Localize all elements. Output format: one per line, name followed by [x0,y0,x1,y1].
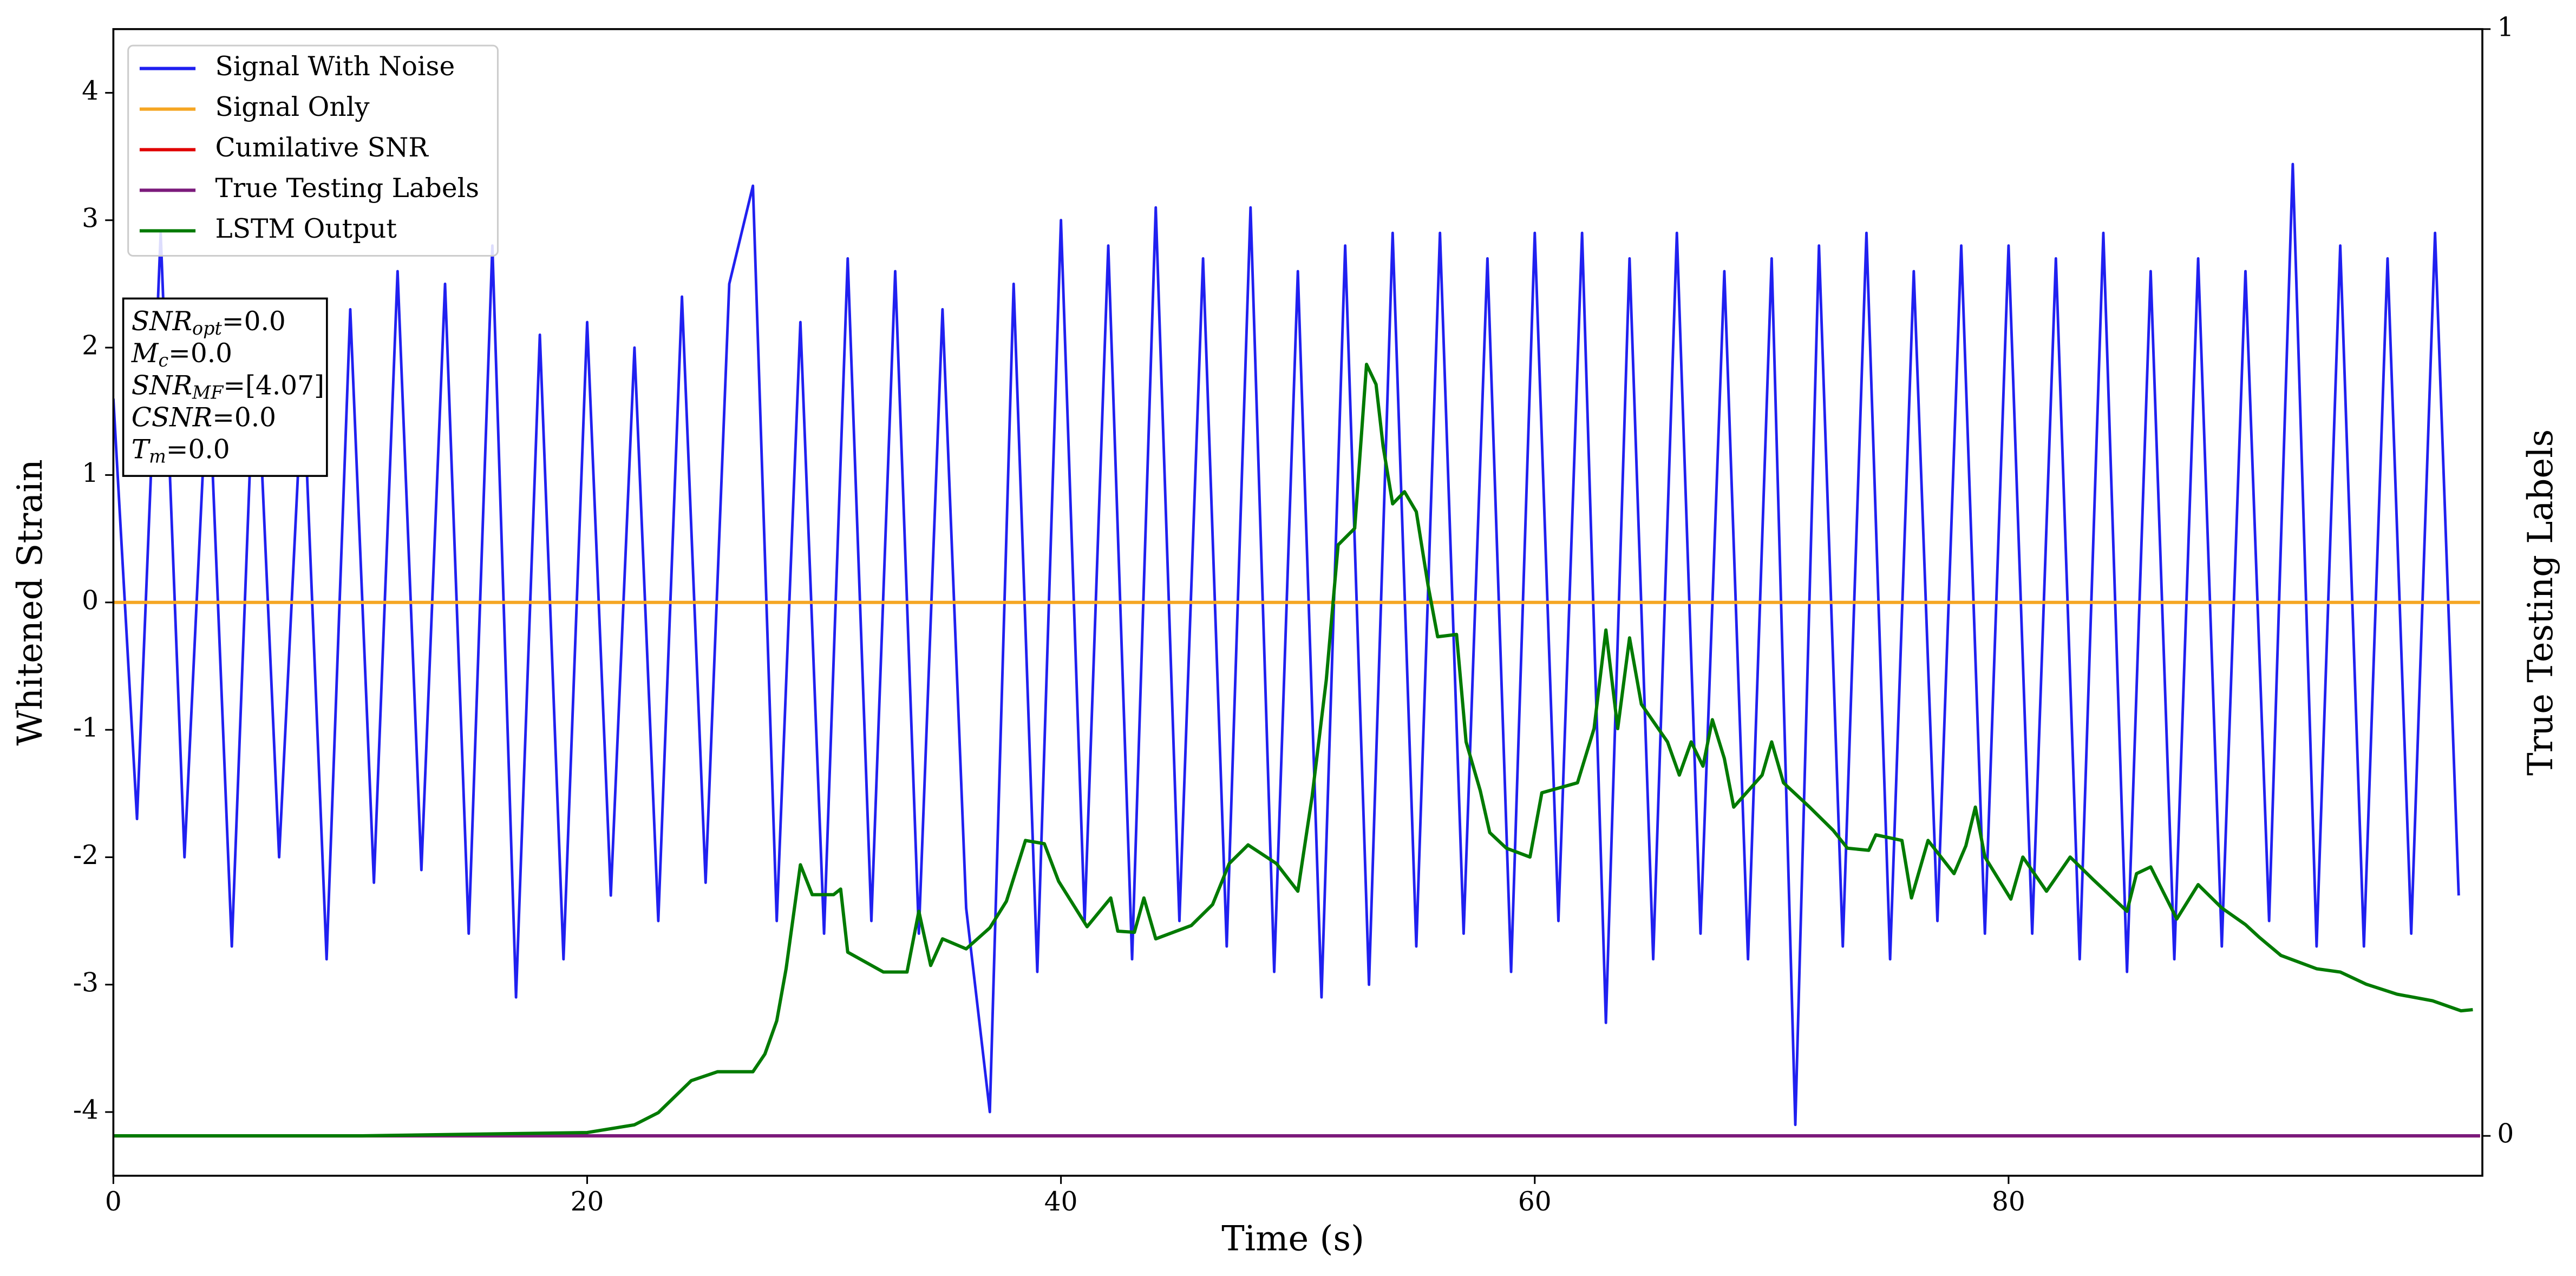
plot-frame [112,28,2483,1177]
annotation-line: SNRopt=0.0 [132,306,286,339]
y-tick-label: 3 [82,203,99,233]
legend-label: Signal With Noise [215,51,455,82]
legend-label: LSTM Output [215,214,397,244]
legend-label: Signal Only [215,92,370,122]
x-tick-label: 40 [1044,1187,1078,1217]
y-tick-label: 1 [82,458,99,488]
y-tick-label: -4 [73,1095,99,1126]
annotation-symbol: SNR [132,306,192,336]
annotation-symbol: M [131,338,159,369]
x-tick-label: 20 [571,1187,604,1217]
legend-label: True Testing Labels [215,173,480,204]
y2-tick-label: 1 [2497,12,2514,42]
annotation-line: Mc=0.0 [131,338,232,371]
y-tick-label: -1 [73,713,99,743]
annotation-value: =0.0 [222,306,286,336]
x-tick-label: 60 [1518,1187,1552,1217]
x-tick-label: 0 [105,1187,122,1217]
annotation-value: =0.0 [166,434,230,464]
annotation-symbol: CSNR [132,402,212,433]
legend-label: Cumilative SNR [215,133,429,163]
annotation-value: =0.0 [212,402,276,433]
y-tick-label: 2 [82,331,99,361]
annotation-subscript: c [158,350,168,371]
annotation-value: =[4.07] [223,370,324,401]
annotation-subscript: m [149,446,166,467]
y2-tick-label: 0 [2497,1119,2514,1149]
x-axis-label: Time (s) [1221,1219,1364,1259]
y2-axis-label: True Testing Labels [2521,429,2561,776]
y-tick-label: 4 [82,76,99,106]
annotation-symbol: T [132,434,151,464]
y-tick-label: -2 [73,840,99,871]
y-axis-label: Whitened Strain [10,459,50,745]
y-tick-label: -3 [73,967,99,998]
annotation-subscript: MF [192,382,224,403]
annotation-line: Tm=0.0 [132,434,230,467]
annotation-symbol: SNR [132,370,192,401]
annotation-box [122,297,328,477]
annotation-value: =0.0 [168,338,232,369]
annotation-line: SNRMF=[4.07] [132,370,324,403]
y-tick-label: 0 [82,585,99,616]
annotation-line: CSNR=0.0 [132,402,276,433]
legend-box [127,44,499,257]
x-tick-label: 80 [1992,1187,2025,1217]
annotation-subscript: opt [192,318,222,339]
series-line [113,162,2460,1127]
series-line [113,363,2473,1138]
